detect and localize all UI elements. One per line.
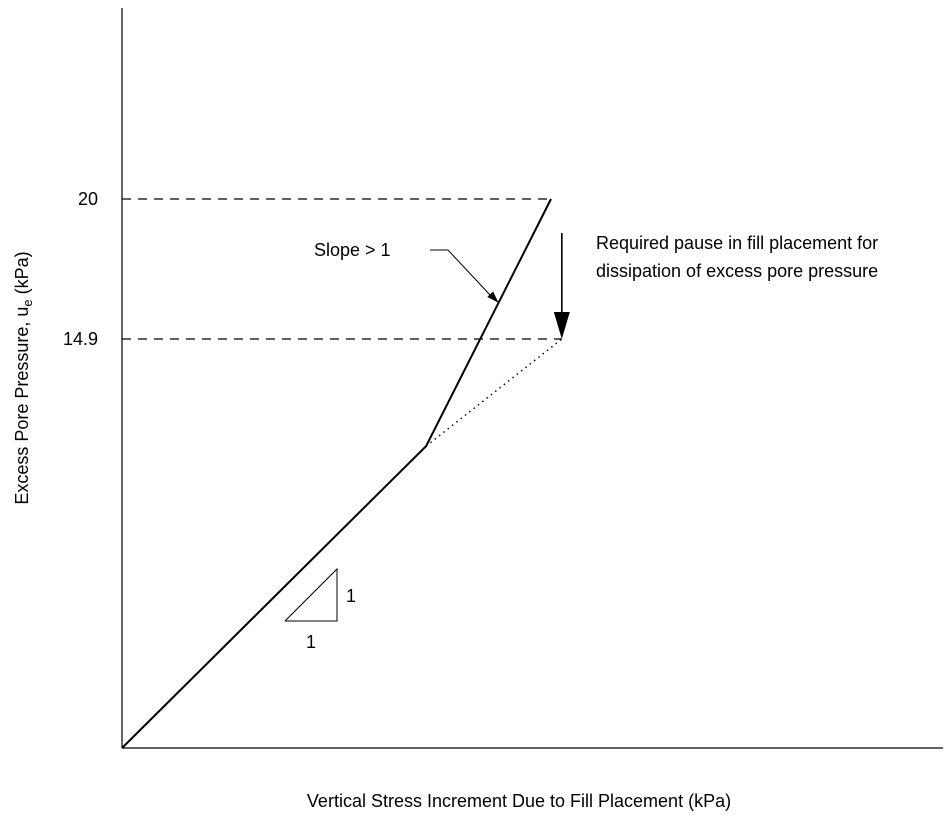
y-axis-label-unit-text: (kPa)	[12, 251, 32, 294]
series-group	[121, 198, 563, 749]
series-line-dotted	[425, 338, 563, 447]
slope-callout: Slope > 1	[314, 240, 499, 303]
y-tick-label: 14.9	[63, 329, 98, 349]
y-axis-label-subscript: e	[20, 299, 35, 306]
pause-arrow	[553, 233, 570, 339]
y-axis-label-main: Excess Pore Pressure, u	[12, 307, 32, 505]
y-tick-label: 20	[78, 189, 98, 209]
pause-note-line-2: dissipation of excess pore pressure	[596, 261, 878, 281]
pause-note-line-1: Required pause in fill placement for	[596, 233, 878, 253]
reference-lines	[122, 198, 562, 340]
series-line-solid	[121, 198, 552, 749]
slope-triangle-rise-label: 1	[346, 586, 356, 606]
y-axis-label: Excess Pore Pressure, ue (kPa)	[12, 251, 35, 504]
slope-leader-arrowhead	[487, 291, 499, 303]
slope-label: Slope > 1	[314, 240, 391, 260]
slope-triangle: 1 1	[284, 567, 356, 652]
slope-leader-line	[430, 249, 495, 301]
x-axis-label: Vertical Stress Increment Due to Fill Pl…	[307, 791, 731, 811]
y-tick-labels: 14.9 20	[63, 189, 98, 349]
slope-triangle-run-label: 1	[306, 632, 316, 652]
slope-triangle-shape	[284, 567, 338, 622]
pause-arrow-head	[553, 311, 570, 339]
